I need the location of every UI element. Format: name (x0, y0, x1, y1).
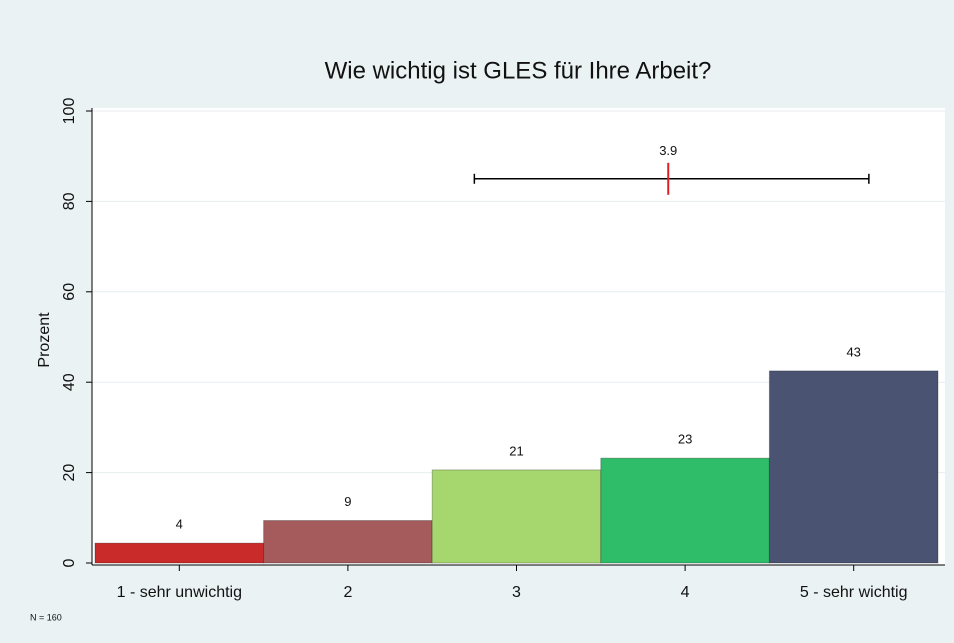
chart-title: Wie wichtig ist GLES für Ihre Arbeit? (325, 57, 712, 84)
bar (431, 469, 602, 564)
bar (94, 542, 265, 564)
y-tick-label: 60 (61, 283, 78, 301)
value-label: 21 (509, 443, 523, 458)
x-tick-label: 1 - sehr unwichtig (117, 584, 242, 601)
y-axis-label: Prozent (36, 312, 53, 368)
note: N = 160 (30, 612, 62, 622)
bar (768, 370, 939, 564)
x-tick-label: 2 (343, 584, 352, 601)
x-tick-label: 3 (512, 584, 521, 601)
mean-label: 3.9 (659, 143, 677, 158)
y-tick-label: 80 (61, 192, 78, 210)
y-tick-label: 40 (61, 373, 78, 391)
y-tick-label: 20 (61, 464, 78, 482)
bar (263, 520, 433, 564)
value-label: 23 (678, 432, 692, 447)
value-label: 9 (344, 494, 351, 509)
value-label: 43 (846, 344, 860, 359)
x-tick-label: 4 (681, 584, 690, 601)
y-tick-label: 100 (61, 98, 78, 125)
bar (600, 457, 770, 564)
y-tick-label: 0 (61, 558, 78, 567)
value-label: 4 (176, 517, 183, 532)
x-tick-label: 5 - sehr wichtig (800, 584, 908, 601)
